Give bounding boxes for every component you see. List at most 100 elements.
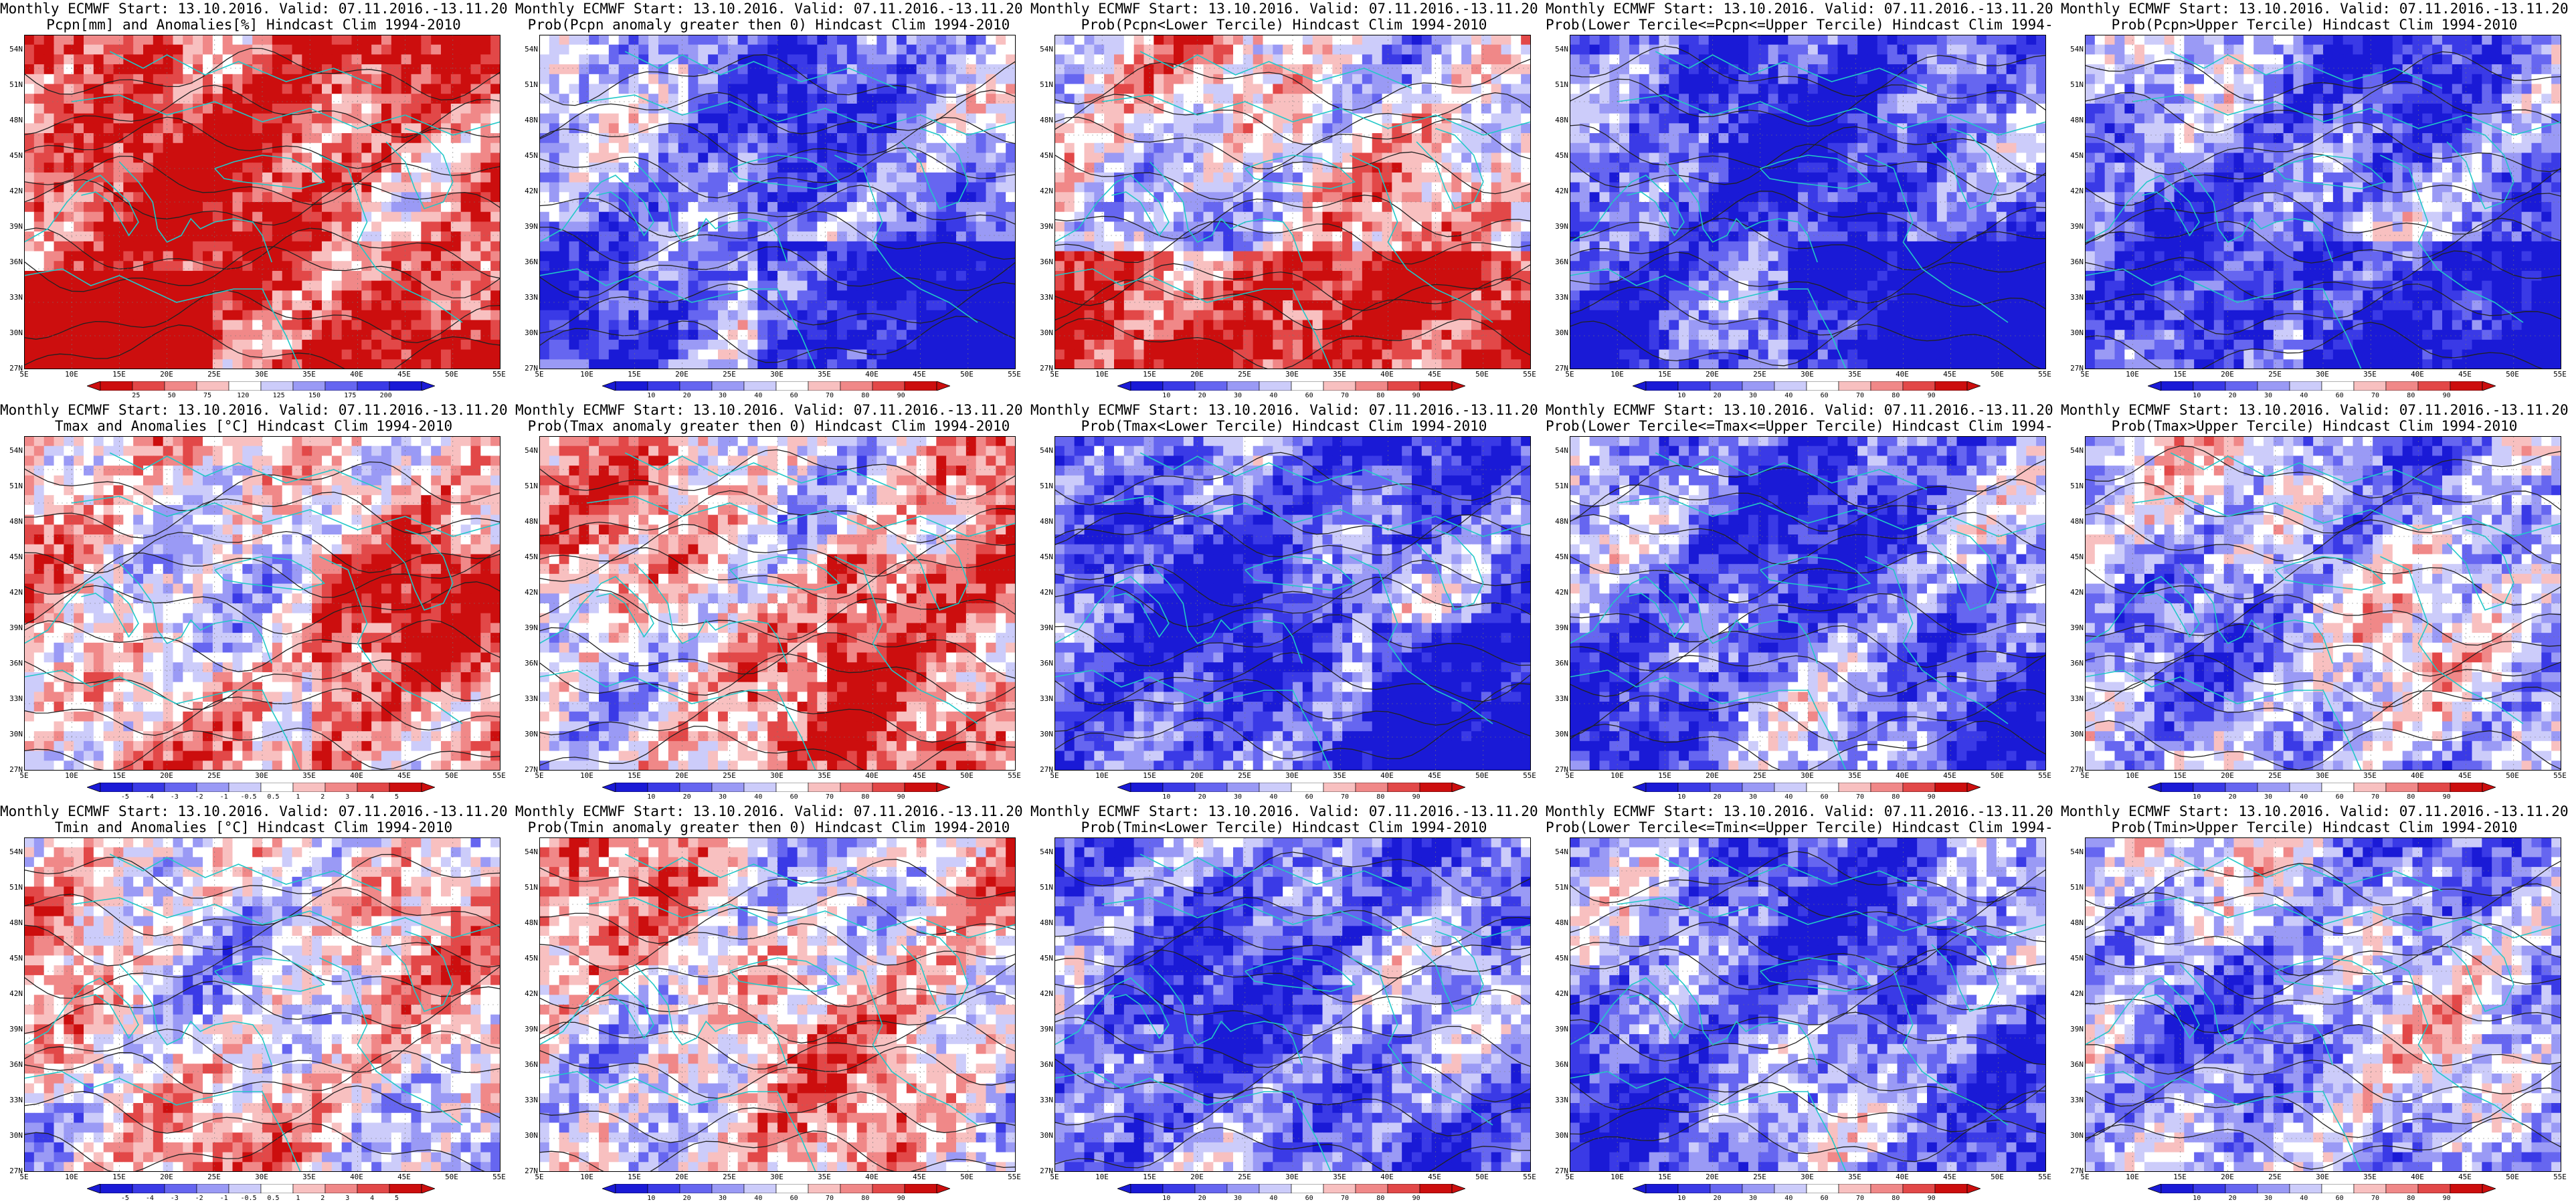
longitude-label: 35E xyxy=(818,1173,831,1181)
latitude-label: 39N xyxy=(2062,223,2084,231)
colorbar-tick-label: 90 xyxy=(1412,392,1420,399)
longitude-label: 15E xyxy=(1143,772,1156,780)
latitude-label: 27N xyxy=(1547,766,1568,774)
longitude-label: 25E xyxy=(2268,371,2282,379)
panel-title-line1: Monthly ECMWF Start: 13.10.2016. Valid: … xyxy=(1030,803,1538,820)
colorbar-tick-label: 1 xyxy=(296,1195,300,1202)
panel-title-line2: Tmin and Anomalies [°C] Hindcast Clim 19… xyxy=(0,819,507,836)
latitude-label: 48N xyxy=(2062,919,2084,927)
longitude-label: 55E xyxy=(1523,1173,1536,1181)
latitude-label: 45N xyxy=(517,553,538,561)
longitude-label: 45E xyxy=(2458,1173,2472,1181)
latitude-label: 30N xyxy=(2062,730,2084,738)
longitude-label: 55E xyxy=(492,371,506,379)
latitude-label: 45N xyxy=(1032,553,1053,561)
forecast-map xyxy=(2085,35,2561,369)
longitude-label: 15E xyxy=(1658,371,1671,379)
colorbar-tick-label: 40 xyxy=(2300,392,2308,399)
colorbar-tick-label: 90 xyxy=(897,793,905,801)
longitude-label: 45E xyxy=(1428,371,1441,379)
longitude-label: 40E xyxy=(2411,772,2424,780)
longitude-label: 10E xyxy=(65,1173,78,1181)
longitude-label: 15E xyxy=(112,772,126,780)
longitude-label: 45E xyxy=(1943,772,1956,780)
colorbar-tick-label: 20 xyxy=(2229,793,2237,801)
latitude-label: 51N xyxy=(1,884,23,892)
longitude-label: 15E xyxy=(2173,371,2187,379)
colorbar-tick-label: 30 xyxy=(719,392,727,399)
longitude-label: 25E xyxy=(723,772,736,780)
longitude-label: 55E xyxy=(2038,371,2051,379)
longitude-label: 35E xyxy=(1333,371,1346,379)
latitude-label: 30N xyxy=(1032,329,1053,337)
colorbar-tick-label: 60 xyxy=(1305,392,1313,399)
colorbar-tick-label: 10 xyxy=(647,793,655,801)
colorbar xyxy=(2148,783,2496,792)
latitude-label: 33N xyxy=(2062,1096,2084,1104)
longitude-label: 40E xyxy=(1380,371,1394,379)
colorbar-tick-label: 90 xyxy=(2443,793,2451,801)
panel-title-line2: Prob(Tmax anomaly greater then 0) Hindca… xyxy=(515,417,1022,435)
longitude-label: 55E xyxy=(1523,371,1536,379)
longitude-label: 30E xyxy=(255,772,268,780)
latitude-label: 42N xyxy=(1032,589,1053,597)
forecast-map xyxy=(539,436,1016,771)
panel-title-line2: Prob(Pcpn anomaly greater then 0) Hindca… xyxy=(515,16,1022,33)
colorbar-tick-label: 175 xyxy=(344,392,356,399)
latitude-label: 51N xyxy=(1032,81,1053,89)
panel-title-line1: Monthly ECMWF Start: 13.10.2016. Valid: … xyxy=(0,401,507,419)
colorbar-tick-label: 40 xyxy=(2300,793,2308,801)
latitude-label: 48N xyxy=(1032,919,1053,927)
colorbar-tick-label: 75 xyxy=(203,392,211,399)
longitude-label: 5E xyxy=(1050,1173,1059,1181)
latitude-label: 36N xyxy=(1,1061,23,1069)
longitude-label: 40E xyxy=(865,772,879,780)
latitude-label: 45N xyxy=(1,955,23,963)
map-panel: Monthly ECMWF Start: 13.10.2016. Valid: … xyxy=(2061,0,2568,401)
map-panel: Monthly ECMWF Start: 13.10.2016. Valid: … xyxy=(515,803,1022,1204)
longitude-label: 25E xyxy=(207,371,221,379)
longitude-label: 15E xyxy=(2173,772,2187,780)
colorbar-tick-label: -5 xyxy=(121,793,129,801)
forecast-map xyxy=(1570,436,2046,771)
latitude-label: 42N xyxy=(517,187,538,195)
longitude-label: 35E xyxy=(2363,1173,2377,1181)
panel-title-line2: Prob(Tmin anomaly greater then 0) Hindca… xyxy=(515,819,1022,836)
colorbar xyxy=(2148,1184,2496,1193)
colorbar-tick-label: 0.5 xyxy=(267,1195,279,1202)
colorbar-tick-label: 80 xyxy=(2407,1195,2415,1202)
latitude-label: 48N xyxy=(1032,518,1053,526)
colorbar-tick-label: -4 xyxy=(146,793,154,801)
longitude-label: 30E xyxy=(770,772,784,780)
latitude-label: 51N xyxy=(1547,482,1568,490)
longitude-label: 5E xyxy=(535,371,543,379)
colorbar-tick-label: 40 xyxy=(1269,793,1277,801)
latitude-label: 42N xyxy=(2062,187,2084,195)
longitude-label: 50E xyxy=(960,1173,974,1181)
colorbar-tick-label: -1 xyxy=(220,793,228,801)
panel-title-line1: Monthly ECMWF Start: 13.10.2016. Valid: … xyxy=(1030,401,1538,419)
latitude-label: 51N xyxy=(1,81,23,89)
latitude-label: 45N xyxy=(2062,553,2084,561)
latitude-label: 33N xyxy=(1547,695,1568,703)
colorbar-tick-label: 70 xyxy=(1341,392,1349,399)
longitude-label: 55E xyxy=(1008,772,1021,780)
latitude-label: 42N xyxy=(2062,589,2084,597)
latitude-label: 36N xyxy=(1,660,23,668)
colorbar-tick-label: 40 xyxy=(1784,793,1792,801)
panel-title-line1: Monthly ECMWF Start: 13.10.2016. Valid: … xyxy=(2061,803,2568,820)
colorbar-tick-label: 90 xyxy=(2443,1195,2451,1202)
forecast-map xyxy=(1570,35,2046,369)
latitude-label: 48N xyxy=(2062,116,2084,124)
latitude-label: 36N xyxy=(1032,258,1053,266)
panel-title-line2: Prob(Tmax<Lower Tercile) Hindcast Clim 1… xyxy=(1030,417,1538,435)
colorbar-tick-label: 80 xyxy=(1376,392,1384,399)
longitude-label: 40E xyxy=(1896,772,1909,780)
longitude-label: 20E xyxy=(2221,772,2234,780)
colorbar-tick-label: 20 xyxy=(683,1195,691,1202)
longitude-label: 40E xyxy=(1896,371,1909,379)
latitude-label: 42N xyxy=(517,589,538,597)
longitude-label: 40E xyxy=(350,371,363,379)
colorbar xyxy=(602,1184,950,1193)
longitude-label: 30E xyxy=(255,371,268,379)
